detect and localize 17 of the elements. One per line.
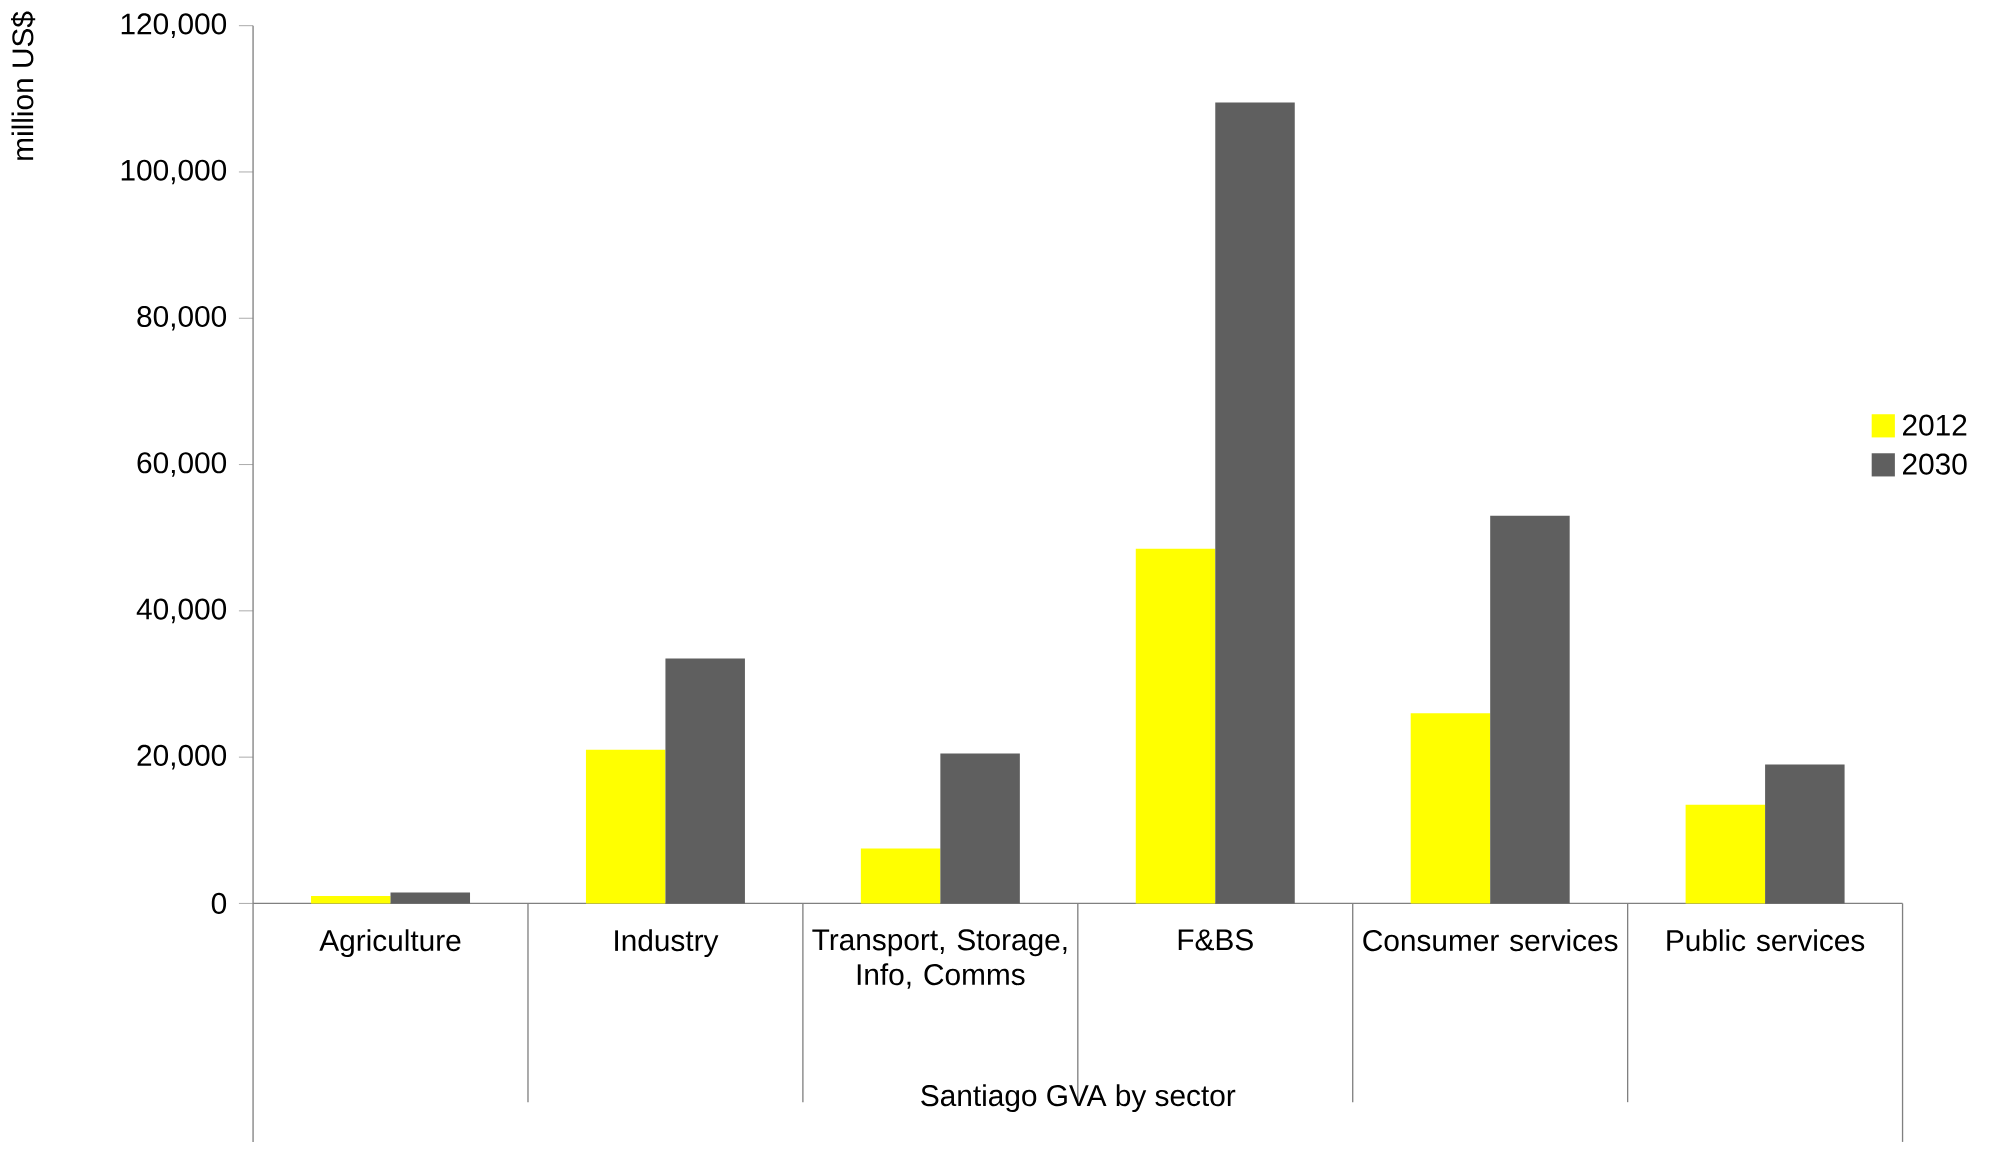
y-tick-label: 100,000 <box>121 159 227 185</box>
x-tick-label: F&BS <box>1178 929 1253 951</box>
x-axis-title: Santiago GVA by sector <box>921 1084 1236 1112</box>
x-tick-label: Transport, Storage, Info, Comms <box>812 929 1067 989</box>
legend-label: 2012 <box>1903 414 1967 436</box>
y-tick-label: 40,000 <box>136 598 227 624</box>
y-tick-label: 80,000 <box>137 305 227 331</box>
x-tick-label: Industry <box>615 929 719 957</box>
x-tick-label: Agriculture <box>319 929 461 957</box>
y-tick-label: 0 <box>211 892 227 914</box>
y-tick-label: 20,000 <box>137 744 227 770</box>
legend-label: 2030 <box>1903 453 1967 475</box>
y-tick-label: 120,000 <box>121 13 227 38</box>
x-tick-label: Public services <box>1667 929 1865 952</box>
x-tick-label: Consumer services <box>1363 929 1618 952</box>
y-axis-title: million US$ <box>11 11 36 160</box>
y-tick-label: 60,000 <box>137 452 227 477</box>
